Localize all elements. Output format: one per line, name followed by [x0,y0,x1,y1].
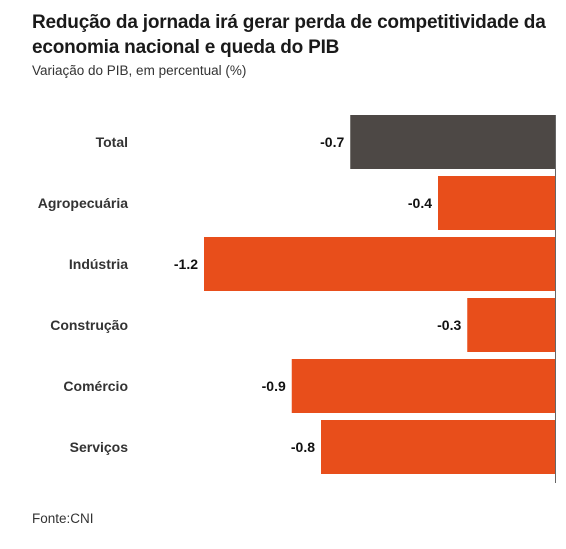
bar [438,176,555,230]
value-label: -0.8 [291,439,315,455]
bar [291,359,555,413]
category-label: Serviços [70,439,129,455]
chart-subtitle: Variação do PIB, em percentual (%) [32,63,247,78]
bar [321,420,555,474]
value-label: -0.3 [437,317,461,333]
category-label: Agropecuária [38,195,128,211]
bar [204,237,555,291]
value-label: -0.7 [320,134,344,150]
source-note: Fonte:CNI [32,511,94,526]
category-label: Comércio [63,378,128,394]
category-label: Total [96,134,128,150]
bar [467,298,555,352]
value-label: -0.4 [408,195,432,211]
bar [350,115,555,169]
value-label: -1.2 [174,256,198,272]
chart-title: Redução da jornada irá gerar perda de co… [32,12,546,58]
value-label: -0.9 [262,378,286,394]
category-label: Indústria [69,256,128,272]
category-label: Construção [50,317,128,333]
